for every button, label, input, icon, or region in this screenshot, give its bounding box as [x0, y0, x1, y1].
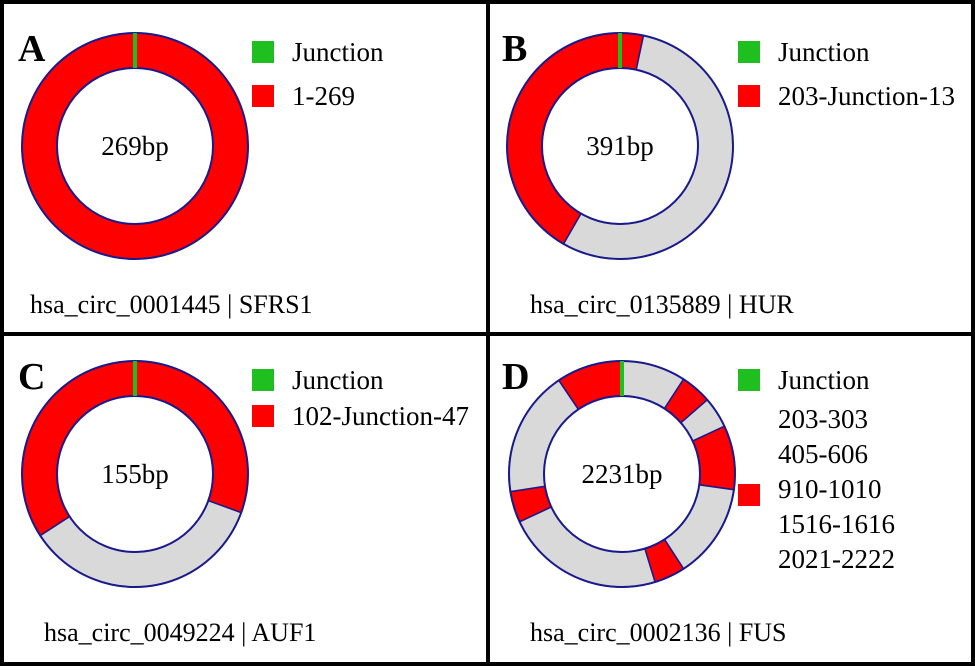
panel-a: A 269bp Junction 1-269 hsa_circ_0001445 …: [0, 0, 490, 336]
panel-caption: hsa_circ_0049224 | AUF1: [44, 618, 317, 647]
panel-b: B 391bp Junction 203-Junction-13 hsa_cir…: [486, 0, 975, 336]
panel-caption: hsa_circ_0135889 | HUR: [530, 290, 794, 319]
legend-swatch: [738, 85, 760, 107]
panel-letter: B: [502, 28, 528, 70]
legend-swatch: [738, 369, 760, 391]
legend-label: 1516-1616: [778, 509, 895, 539]
legend-label: 2021-2222: [778, 544, 895, 574]
panel-d: D 2231bp Junction 203-303 405-606 910-10…: [486, 332, 975, 666]
legend-label: 910-1010: [778, 474, 882, 504]
ring-segment: [134, 360, 249, 514]
ring-segment: [21, 360, 136, 537]
legend-label: Junction: [292, 37, 384, 67]
legend-label-group: 203-303 405-606 910-1010 1516-1616 2021-…: [778, 402, 895, 577]
panel-caption: hsa_circ_0002136 | FUS: [530, 618, 787, 647]
length-label: 2231bp: [582, 459, 663, 489]
length-label: 391bp: [586, 131, 654, 161]
length-label: 155bp: [101, 459, 169, 489]
circrna-ring: 269bp: [21, 32, 249, 260]
circrna-ring: 2231bp: [508, 360, 736, 588]
circrna-ring: 391bp: [506, 32, 734, 260]
legend-swatch: [252, 41, 274, 63]
length-label: 269bp: [101, 131, 169, 161]
ring-segment: [39, 499, 243, 588]
legend-swatch: [738, 41, 760, 63]
legend-label: 405-606: [778, 439, 868, 469]
panel-caption: hsa_circ_0001445 | SFRS1: [30, 290, 313, 319]
panel-letter: D: [502, 356, 530, 398]
legend-label: Junction: [778, 365, 870, 395]
legend-label: 203-Junction-13: [778, 81, 955, 111]
ring-segment: [518, 505, 656, 588]
circrna-ring: 155bp: [21, 360, 249, 588]
legend-swatch: [738, 484, 760, 506]
legend-label: Junction: [292, 365, 384, 395]
legend-label: 1-269: [292, 81, 355, 111]
legend-swatch: [252, 405, 274, 427]
panel-letter: C: [18, 356, 46, 398]
legend-label: 203-303: [778, 404, 868, 434]
panel-c: C 155bp Junction 102-Junction-47 hsa_cir…: [0, 332, 490, 666]
panel-letter: A: [18, 28, 46, 70]
legend-label: 102-Junction-47: [292, 401, 469, 431]
legend-swatch: [252, 369, 274, 391]
legend-label: Junction: [778, 37, 870, 67]
legend-swatch: [252, 85, 274, 107]
